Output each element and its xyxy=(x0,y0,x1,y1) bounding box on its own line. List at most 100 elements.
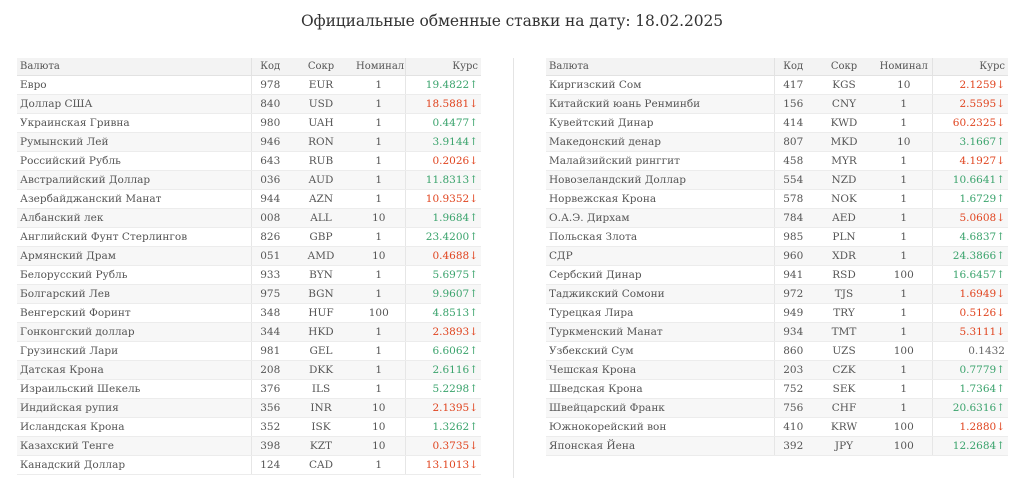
table-row: Казахский Тенге 398 KZT 10 0.3735↓ xyxy=(17,436,481,456)
rate-cell: 0.7779↑ xyxy=(931,360,1008,380)
nominal-cell: 100 xyxy=(353,303,405,323)
currency-code-cell: 860 xyxy=(773,341,812,361)
currency-abbr-cell: PLN xyxy=(812,227,876,247)
currency-code-cell: 414 xyxy=(773,113,812,133)
currency-name-cell: Российский Рубль xyxy=(17,151,251,171)
rates-table-right: Валюта Код Сокр Номинал Курс Киргизский … xyxy=(546,58,1008,456)
currency-abbr-cell: INR xyxy=(289,398,353,418)
nominal-cell: 1 xyxy=(876,379,932,399)
rate-cell: 5.3111↓ xyxy=(931,322,1008,342)
currency-name-cell: Украинская Гривна xyxy=(17,113,251,133)
currency-code-cell: 376 xyxy=(250,379,289,399)
column-header-abbr[interactable]: Сокр xyxy=(812,58,876,76)
column-header-rate[interactable]: Курс xyxy=(931,58,1008,76)
currency-abbr-cell: BYN xyxy=(289,265,353,285)
currency-abbr-cell: UZS xyxy=(812,341,876,361)
rate-cell: 6.6062↑ xyxy=(404,341,481,361)
currency-abbr-cell: HUF xyxy=(289,303,353,323)
column-header-currency[interactable]: Валюта xyxy=(17,58,251,76)
table-header-row: Валюта Код Сокр Номинал Курс xyxy=(546,58,1008,76)
table-row: Румынский Лей 946 RON 1 3.9144↑ xyxy=(17,132,481,152)
column-header-abbr[interactable]: Сокр xyxy=(289,58,353,76)
currency-code-cell: 392 xyxy=(773,436,812,456)
rate-cell: 12.2684↑ xyxy=(931,436,1008,456)
column-header-rate[interactable]: Курс xyxy=(404,58,481,76)
currency-code-cell: 752 xyxy=(773,379,812,399)
currency-code-cell: 203 xyxy=(773,360,812,380)
currency-name-cell: Доллар США xyxy=(17,94,251,114)
currency-code-cell: 051 xyxy=(250,246,289,266)
currency-code-cell: 960 xyxy=(773,246,812,266)
table-row: Армянский Драм 051 AMD 10 0.4688↓ xyxy=(17,246,481,266)
rate-cell: 5.2298↑ xyxy=(404,379,481,399)
rate-cell: 2.5595↓ xyxy=(931,94,1008,114)
nominal-cell: 1 xyxy=(353,189,405,209)
table-row: Грузинский Лари 981 GEL 1 6.6062↑ xyxy=(17,341,481,361)
currency-code-cell: 933 xyxy=(250,265,289,285)
rate-cell: 1.7364↑ xyxy=(931,379,1008,399)
rate-cell: 23.4200↑ xyxy=(404,227,481,247)
currency-name-cell: Индийская рупия xyxy=(17,398,251,418)
currency-name-cell: Южнокорейский вон xyxy=(546,417,774,437)
currency-abbr-cell: NOK xyxy=(812,189,876,209)
currency-name-cell: Израильский Шекель xyxy=(17,379,251,399)
currency-name-cell: Румынский Лей xyxy=(17,132,251,152)
column-header-currency[interactable]: Валюта xyxy=(546,58,774,76)
currency-abbr-cell: CHF xyxy=(812,398,876,418)
currency-name-cell: Узбекский Сум xyxy=(546,341,774,361)
nominal-cell: 100 xyxy=(876,417,932,437)
nominal-cell: 1 xyxy=(876,246,932,266)
currency-code-cell: 643 xyxy=(250,151,289,171)
nominal-cell: 1 xyxy=(876,113,932,133)
currency-name-cell: Гонконгский доллар xyxy=(17,322,251,342)
table-row: Английский Фунт Стерлингов 826 GBP 1 23.4200… xyxy=(17,227,481,247)
currency-code-cell: 410 xyxy=(773,417,812,437)
table-row: Албанский лек 008 ALL 10 1.9684↑ xyxy=(17,208,481,228)
nominal-cell: 1 xyxy=(353,75,405,95)
currency-name-cell: Белорусский Рубль xyxy=(17,265,251,285)
currency-abbr-cell: AED xyxy=(812,208,876,228)
column-header-nominal[interactable]: Номинал xyxy=(876,58,932,76)
table-row: Новозеландский Доллар 554 NZD 1 10.6641↑ xyxy=(546,170,1008,190)
currency-code-cell: 417 xyxy=(773,75,812,95)
column-header-nominal[interactable]: Номинал xyxy=(353,58,405,76)
currency-abbr-cell: NZD xyxy=(812,170,876,190)
table-row: Азербайджанский Манат 944 AZN 1 10.9352↓ xyxy=(17,189,481,209)
currency-code-cell: 981 xyxy=(250,341,289,361)
nominal-cell: 1 xyxy=(876,94,932,114)
nominal-cell: 10 xyxy=(353,208,405,228)
currency-abbr-cell: AMD xyxy=(289,246,353,266)
nominal-cell: 1 xyxy=(876,284,932,304)
nominal-cell: 1 xyxy=(353,170,405,190)
rate-cell: 10.6641↑ xyxy=(931,170,1008,190)
currency-name-cell: Датская Крона xyxy=(17,360,251,380)
currency-code-cell: 458 xyxy=(773,151,812,171)
table-row: Белорусский Рубль 933 BYN 1 5.6975↑ xyxy=(17,265,481,285)
table-row: Болгарский Лев 975 BGN 1 9.9607↑ xyxy=(17,284,481,304)
table-row: Украинская Гривна 980 UAH 1 0.4477↑ xyxy=(17,113,481,133)
nominal-cell: 1 xyxy=(353,113,405,133)
nominal-cell: 1 xyxy=(876,322,932,342)
currency-name-cell: Туркменский Манат xyxy=(546,322,774,342)
table-row: Македонский денар 807 MKD 10 3.1667↑ xyxy=(546,132,1008,152)
nominal-cell: 10 xyxy=(876,75,932,95)
nominal-cell: 1 xyxy=(353,360,405,380)
currency-abbr-cell: ILS xyxy=(289,379,353,399)
nominal-cell: 1 xyxy=(876,398,932,418)
nominal-cell: 10 xyxy=(353,417,405,437)
currency-name-cell: Армянский Драм xyxy=(17,246,251,266)
currency-name-cell: Албанский лек xyxy=(17,208,251,228)
table-row: СДР 960 XDR 1 24.3866↑ xyxy=(546,246,1008,266)
column-header-code[interactable]: Код xyxy=(773,58,812,76)
nominal-cell: 1 xyxy=(353,94,405,114)
currency-abbr-cell: RUB xyxy=(289,151,353,171)
rates-table-left-body: Евро 978 EUR 1 19.4822↑ Доллар США 840 USD 1 18.5… xyxy=(17,75,481,475)
nominal-cell: 1 xyxy=(876,227,932,247)
table-row: Турецкая Лира 949 TRY 1 0.5126↓ xyxy=(546,303,1008,323)
column-header-code[interactable]: Код xyxy=(250,58,289,76)
table-row: Туркменский Манат 934 TMT 1 5.3111↓ xyxy=(546,322,1008,342)
rates-table-left: Валюта Код Сокр Номинал Курс Евро 978 EUR 1… xyxy=(17,58,481,475)
nominal-cell: 1 xyxy=(353,151,405,171)
currency-name-cell: Болгарский Лев xyxy=(17,284,251,304)
table-row: Шведская Крона 752 SEK 1 1.7364↑ xyxy=(546,379,1008,399)
